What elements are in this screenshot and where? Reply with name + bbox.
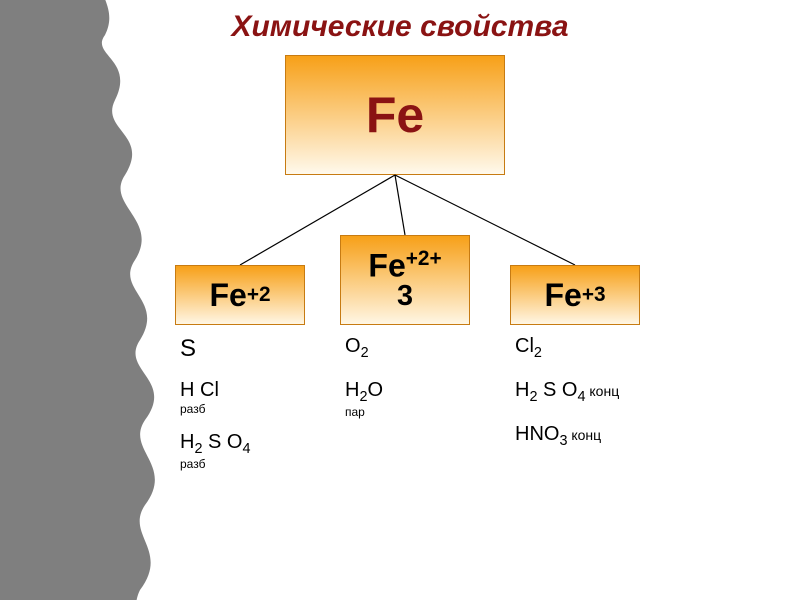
- child-box-fe2: Fe+2: [175, 265, 305, 325]
- connector-line-1: [395, 175, 405, 235]
- reagent-fe2-0: S: [180, 335, 196, 363]
- slide-title: Химические свойства: [0, 10, 800, 44]
- child-box-fe3: Fe+3: [510, 265, 640, 325]
- reagent-fe2-1: H Clразб: [180, 379, 219, 416]
- splat-shape: [0, 0, 155, 600]
- child-box-fe23: Fe+2+3: [340, 235, 470, 325]
- root-box-fe: Fe: [285, 55, 505, 175]
- slide-stage: Химические свойства Fe Fe+2Fe+2+3Fe+3 SH…: [0, 0, 800, 600]
- reagent-fe3-2: HNO3 конц: [515, 423, 601, 449]
- reagent-fe3-1: H2 S O4 конц: [515, 379, 619, 405]
- reagent-fe3-0: Cl2: [515, 335, 542, 361]
- reagent-fe23-0: O2: [345, 335, 369, 361]
- reagent-fe23-1: H2Oпар: [345, 379, 383, 419]
- reagent-fe2-2: H2 S O4разб: [180, 431, 251, 471]
